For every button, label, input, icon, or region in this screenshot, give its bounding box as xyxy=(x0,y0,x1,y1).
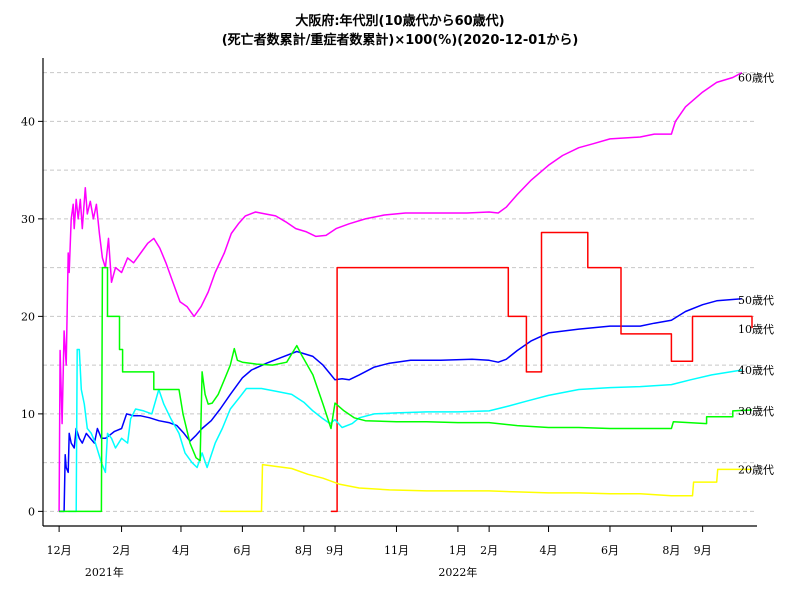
y-tick-label: 10 xyxy=(21,408,35,421)
series-end-label: 10歳代 xyxy=(738,323,774,336)
series-end-label: 30歳代 xyxy=(738,405,774,418)
series-end-label: 50歳代 xyxy=(738,294,774,307)
axes xyxy=(42,58,757,527)
y-tick-label: 20 xyxy=(21,310,35,323)
series-line xyxy=(68,348,743,513)
x-tick-label: 12月 xyxy=(47,544,72,557)
series-end-label: 60歳代 xyxy=(738,72,774,85)
chart-title: 大阪府:年代別(10歳代から60歳代) xyxy=(295,13,504,29)
y-tick-label: 30 xyxy=(21,213,35,226)
series-end-label: 40歳代 xyxy=(738,364,774,377)
x-tick-label: 11月 xyxy=(384,544,409,557)
x-tick-label: 4月 xyxy=(172,544,190,557)
chart-subtitle: (死亡者数累計/重症者数累計)×100(%)(2020-12-01から) xyxy=(222,32,579,48)
series-line xyxy=(220,463,752,513)
x-tick-label: 8月 xyxy=(295,544,313,557)
x-tick-label: 2月 xyxy=(480,544,498,557)
year-label: 2021年 xyxy=(85,565,124,579)
series-end-label: 20歳代 xyxy=(738,463,774,476)
x-tick-label: 2月 xyxy=(113,544,131,557)
x-tick-label: 8月 xyxy=(662,544,680,557)
y-tick-label: 40 xyxy=(21,115,35,128)
series-line xyxy=(58,71,743,512)
series-end-labels: 60歳代 50歳代 10歳代 40歳代 30歳代 20歳代 xyxy=(738,72,774,477)
x-tick-label: 9月 xyxy=(694,544,712,557)
y-tick-label: 0 xyxy=(28,505,35,518)
x-tick-label: 1月 xyxy=(449,544,467,557)
series-line xyxy=(59,266,753,513)
x-tick-label: 4月 xyxy=(540,544,558,557)
x-tick-label: 6月 xyxy=(233,544,251,557)
year-labels: 2021年 2022年 xyxy=(85,565,477,579)
x-tick-label: 9月 xyxy=(326,544,344,557)
y-tick-labels: 0 10 20 30 40 xyxy=(21,115,43,518)
x-tick-label: 6月 xyxy=(601,544,619,557)
series-group xyxy=(58,71,753,513)
x-tick-labels: 12月 2月 4月 6月 8月 9月 11月 1月 2月 4月 6月 8月 9月 xyxy=(47,526,712,557)
series-line xyxy=(331,231,753,513)
year-label: 2022年 xyxy=(438,565,477,579)
series-line xyxy=(59,298,742,513)
grid xyxy=(43,72,757,512)
